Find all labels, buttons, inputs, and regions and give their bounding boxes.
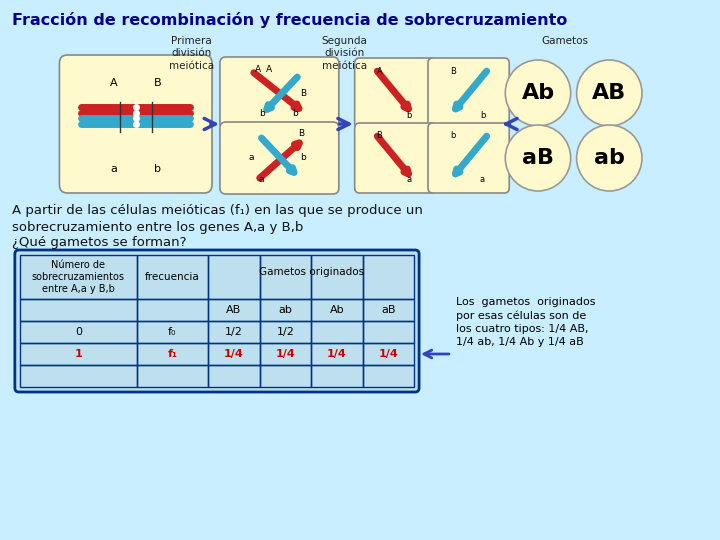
Text: B: B — [298, 130, 305, 138]
Bar — [208, 299, 260, 321]
Bar — [260, 299, 311, 321]
Circle shape — [505, 60, 571, 126]
Text: A: A — [377, 66, 382, 76]
Text: 1/4: 1/4 — [224, 349, 243, 359]
Text: aB: aB — [522, 148, 554, 168]
FancyBboxPatch shape — [355, 58, 436, 128]
FancyBboxPatch shape — [220, 122, 339, 194]
Bar — [260, 343, 311, 365]
Text: Los  gametos  originados
por esas células son de
los cuatro tipos: 1/4 AB,
1/4 a: Los gametos originados por esas células … — [456, 297, 595, 347]
Bar — [363, 321, 414, 343]
Text: a: a — [110, 164, 117, 174]
Bar — [20, 299, 137, 321]
Bar — [363, 365, 414, 387]
Text: b: b — [300, 153, 306, 163]
Text: 1/4: 1/4 — [276, 349, 295, 359]
FancyBboxPatch shape — [428, 123, 509, 193]
Bar — [311, 299, 363, 321]
Text: B: B — [153, 78, 161, 88]
Text: f₁: f₁ — [168, 349, 177, 359]
Text: 1/2: 1/2 — [276, 327, 294, 337]
Bar — [137, 343, 208, 365]
Text: ab: ab — [594, 148, 625, 168]
FancyBboxPatch shape — [355, 123, 436, 193]
Bar — [208, 365, 260, 387]
Text: Ab: Ab — [521, 83, 554, 103]
Circle shape — [577, 125, 642, 191]
Text: a: a — [480, 176, 485, 185]
Bar — [208, 343, 260, 365]
Bar — [260, 321, 311, 343]
Text: ab: ab — [279, 305, 292, 315]
Circle shape — [577, 60, 642, 126]
Text: Ab: Ab — [330, 305, 344, 315]
Bar — [311, 255, 363, 299]
Text: 1/2: 1/2 — [225, 327, 243, 337]
Text: 0: 0 — [75, 327, 82, 337]
Bar — [208, 255, 260, 299]
FancyBboxPatch shape — [220, 57, 339, 129]
Bar — [137, 365, 208, 387]
Bar — [20, 321, 137, 343]
Bar — [311, 321, 363, 343]
FancyBboxPatch shape — [428, 58, 509, 128]
Bar — [20, 255, 137, 299]
Text: a: a — [249, 153, 254, 163]
Bar — [260, 255, 311, 299]
Text: b: b — [450, 132, 456, 140]
Text: ¿Qué gametos se forman?: ¿Qué gametos se forman? — [12, 236, 186, 249]
Bar — [137, 299, 208, 321]
Text: a: a — [258, 176, 264, 185]
Text: 1/4: 1/4 — [379, 349, 398, 359]
Bar — [260, 365, 311, 387]
Text: Primera
división
meiótica: Primera división meiótica — [168, 36, 214, 71]
Text: Gametos: Gametos — [541, 36, 588, 46]
Text: Fracción de recombinación y frecuencia de sobrecruzamiento: Fracción de recombinación y frecuencia d… — [12, 12, 567, 28]
Text: B: B — [377, 132, 382, 140]
Text: Gametos originados: Gametos originados — [258, 267, 364, 276]
Bar — [363, 299, 414, 321]
Text: b: b — [292, 109, 298, 118]
Text: A: A — [110, 78, 118, 88]
Bar — [20, 365, 137, 387]
Text: A partir de las células meióticas (f₁) en las que se produce un
sobrecruzamiento: A partir de las células meióticas (f₁) e… — [12, 204, 423, 234]
Text: f₀: f₀ — [168, 327, 176, 337]
Text: A: A — [255, 64, 261, 73]
Text: b: b — [480, 111, 485, 119]
Bar — [137, 321, 208, 343]
Text: aB: aB — [381, 305, 395, 315]
Text: b: b — [407, 111, 412, 119]
Bar — [20, 343, 137, 365]
Text: b: b — [258, 109, 264, 118]
Text: frecuencia: frecuencia — [145, 272, 199, 282]
FancyBboxPatch shape — [60, 55, 212, 193]
Text: A: A — [266, 64, 273, 73]
Text: B: B — [450, 66, 456, 76]
Text: AB: AB — [226, 305, 241, 315]
Bar — [311, 343, 363, 365]
Text: AB: AB — [592, 83, 626, 103]
FancyBboxPatch shape — [15, 250, 419, 392]
Text: B: B — [300, 89, 306, 98]
Bar — [363, 255, 414, 299]
Text: 1/4: 1/4 — [327, 349, 347, 359]
Text: 1: 1 — [74, 349, 82, 359]
Bar — [137, 255, 208, 299]
Bar — [208, 321, 260, 343]
Circle shape — [505, 125, 571, 191]
Bar — [363, 343, 414, 365]
Bar — [311, 365, 363, 387]
Text: Segunda
división
meiótica: Segunda división meiótica — [322, 36, 368, 71]
Text: b: b — [154, 164, 161, 174]
Text: a: a — [407, 176, 412, 185]
Text: Número de
sobrecruzamientos
entre A,a y B,b: Número de sobrecruzamientos entre A,a y … — [32, 260, 125, 294]
